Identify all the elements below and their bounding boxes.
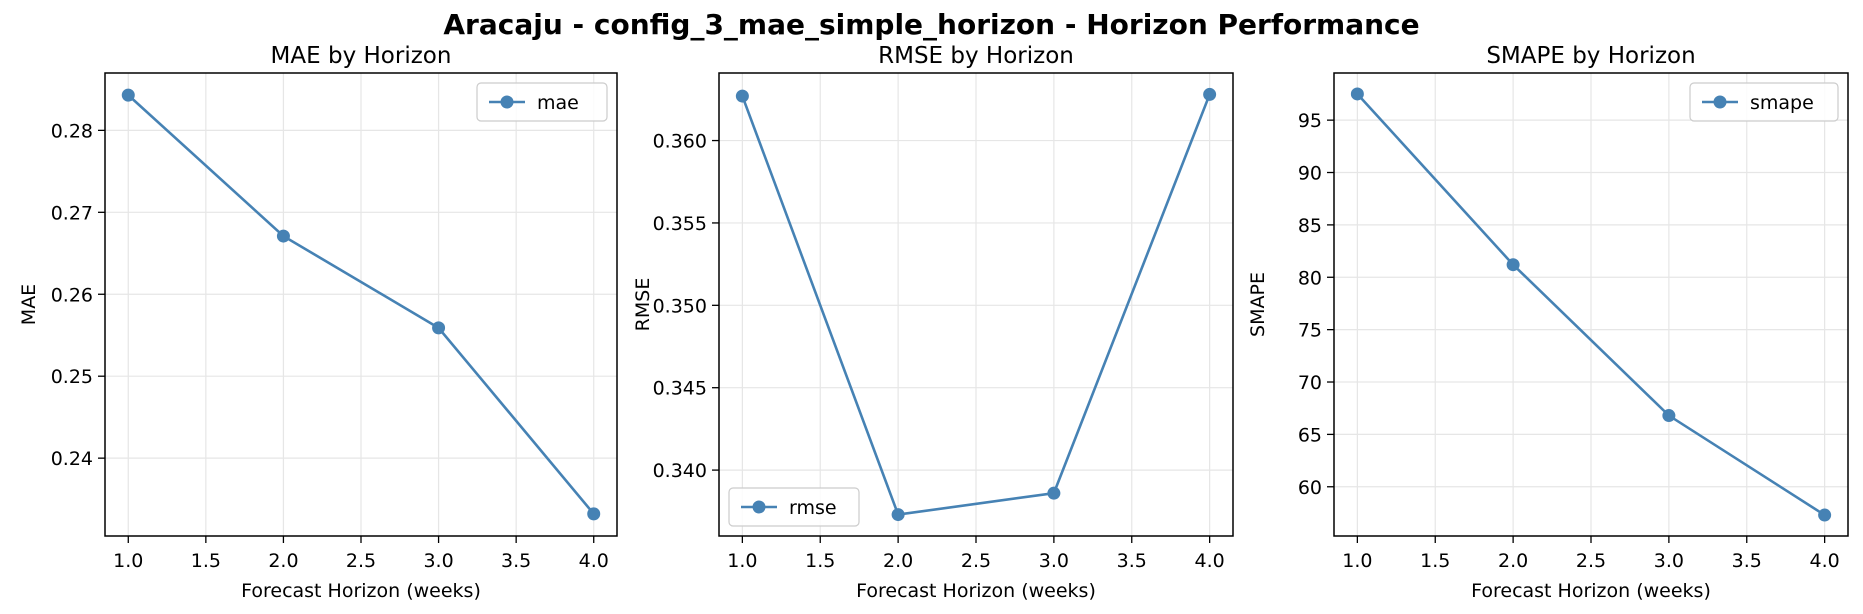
legend-marker	[500, 95, 514, 109]
x-tick-label: 1.0	[113, 550, 143, 572]
x-tick-label: 2.0	[268, 550, 298, 572]
x-tick-label: 2.5	[1576, 550, 1606, 572]
y-tick-label: 90	[1298, 163, 1322, 185]
legend: smape	[1689, 82, 1839, 122]
legend-box	[476, 82, 608, 122]
y-tick-label: 0.28	[51, 120, 93, 142]
y-tick-label: 0.345	[653, 378, 707, 400]
series-line-mae	[127, 94, 595, 515]
x-tick-label: 2.0	[1498, 550, 1528, 572]
y-tick-label: 0.27	[51, 202, 93, 224]
data-point	[1047, 486, 1061, 500]
x-tick-label: 3.5	[1117, 550, 1147, 572]
x-tick-label: 3.0	[1039, 550, 1069, 572]
y-axis-label: SMAPE	[1247, 272, 1269, 337]
x-tick-label: 3.5	[501, 550, 531, 572]
x-tick-label: 1.5	[1420, 550, 1450, 572]
data-point	[587, 507, 601, 521]
y-axis-label: RMSE	[632, 278, 654, 332]
y-tick-label: 70	[1298, 372, 1322, 394]
y-tick-label: 0.340	[653, 460, 707, 482]
x-tick-label: 1.0	[727, 550, 757, 572]
legend: mae	[476, 82, 608, 122]
y-tick-label: 80	[1298, 267, 1322, 289]
y-tick-label: 0.355	[653, 213, 707, 235]
data-point	[1662, 409, 1676, 423]
data-point	[1818, 508, 1832, 522]
subplot-rmse: 1.0 1.5 2.0 2.5 3.0 3.5 4.0 0.340 0.345 0.350 0.35…	[632, 43, 1234, 602]
x-tick-label: 3.0	[423, 550, 453, 572]
y-tick-label: 75	[1298, 320, 1322, 342]
x-tick-label: 4.0	[579, 550, 609, 572]
figure-title: Aracaju - config_3_mae_simple_horizon - …	[443, 8, 1420, 41]
data-point	[276, 229, 290, 243]
subplot-title: SMAPE by Horizon	[1486, 43, 1695, 69]
x-axis-label: Forecast Horizon (weeks)	[1471, 580, 1711, 602]
y-tick-label: 0.25	[51, 366, 93, 388]
data-point	[121, 88, 135, 102]
subplot-title: RMSE by Horizon	[878, 43, 1074, 69]
legend: rmse	[728, 487, 860, 527]
legend-marker	[752, 500, 766, 514]
x-tick-label: 2.5	[346, 550, 376, 572]
x-tick-label: 2.0	[883, 550, 913, 572]
series-line-smape	[1356, 93, 1826, 517]
y-tick-label: 85	[1298, 215, 1322, 237]
x-axis-label: Forecast Horizon (weeks)	[856, 580, 1096, 602]
x-tick-label: 4.0	[1195, 550, 1225, 572]
x-axis-label: Forecast Horizon (weeks)	[241, 580, 481, 602]
data-point	[1350, 87, 1364, 101]
legend-label: rmse	[789, 497, 837, 519]
x-tick-label: 1.5	[805, 550, 835, 572]
y-tick-label: 65	[1298, 424, 1322, 446]
data-point	[735, 89, 749, 103]
axes-frame	[104, 72, 618, 537]
data-point	[432, 321, 446, 335]
subplot-title: MAE by Horizon	[271, 43, 452, 69]
legend-box	[1689, 82, 1839, 122]
x-tick-label: 3.5	[1732, 550, 1762, 572]
y-tick-label: 95	[1298, 110, 1322, 132]
x-tick-label: 1.0	[1342, 550, 1372, 572]
x-tick-label: 3.0	[1654, 550, 1684, 572]
y-tick-label: 0.360	[653, 131, 707, 153]
y-tick-label: 0.24	[51, 448, 93, 470]
legend-marker	[1713, 95, 1727, 109]
axes-frame	[1333, 72, 1849, 537]
x-tick-label: 1.5	[191, 550, 221, 572]
subplot-mae: 1.0 1.5 2.0 2.5 3.0 3.5 4.0 0.24 0.25 0.26 0.27 0.2…	[18, 43, 618, 602]
axes-frame	[718, 72, 1234, 537]
series-line-rmse	[741, 93, 1211, 517]
y-axis-label: MAE	[18, 284, 40, 325]
legend-label: smape	[1750, 92, 1814, 114]
y-tick-label: 0.26	[51, 284, 93, 306]
legend-label: mae	[537, 92, 579, 114]
x-tick-label: 4.0	[1810, 550, 1840, 572]
subplot-smape: 1.0 1.5 2.0 2.5 3.0 3.5 4.0 60 65 70 75 80 85 90 95 SMA…	[1247, 43, 1849, 602]
data-point	[1203, 87, 1217, 101]
y-tick-label: 60	[1298, 477, 1322, 499]
y-tick-label: 0.350	[653, 295, 707, 317]
data-point	[1506, 258, 1520, 272]
data-point	[891, 508, 905, 522]
legend-box	[728, 487, 860, 527]
x-tick-label: 2.5	[961, 550, 991, 572]
